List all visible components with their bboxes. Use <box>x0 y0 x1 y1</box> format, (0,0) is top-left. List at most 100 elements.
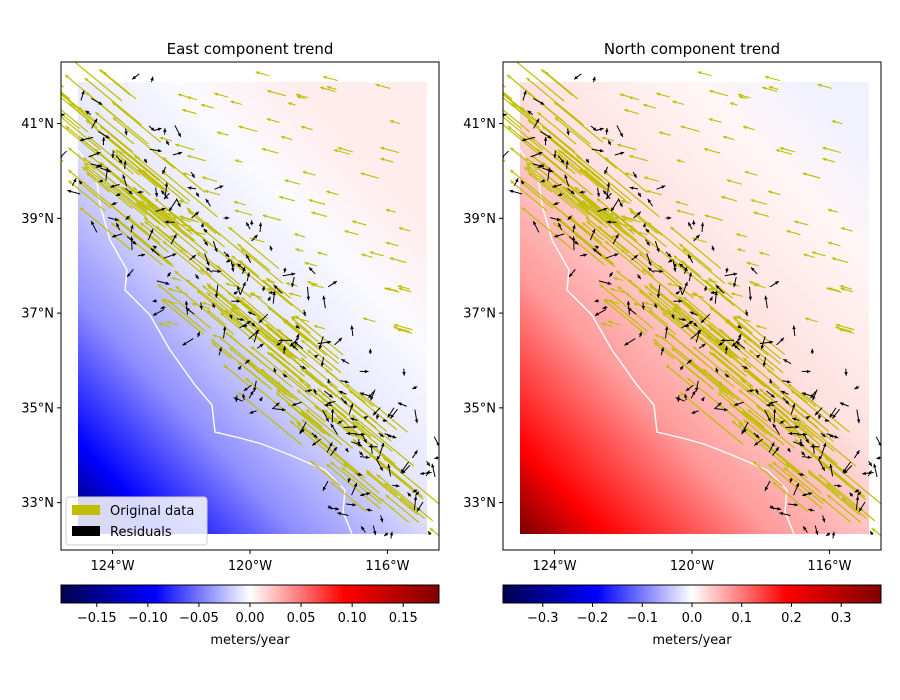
residual-arrow <box>115 155 123 164</box>
residual-arrow <box>532 220 540 233</box>
original-data-arrow <box>137 204 166 229</box>
residual-arrow <box>553 201 560 206</box>
residual-arrow <box>759 340 774 345</box>
residual-arrow <box>230 260 235 272</box>
y-tick-label: 37°N <box>463 307 496 322</box>
original-data-arrow <box>722 135 735 141</box>
residual-arrow <box>686 359 692 365</box>
original-data-arrow <box>313 324 325 330</box>
residual-arrow <box>792 417 800 421</box>
residual-arrow <box>764 480 771 492</box>
original-data-arrow <box>308 199 326 205</box>
map-area <box>493 62 898 539</box>
original-data-arrow <box>666 331 709 367</box>
original-data-arrow <box>186 207 221 236</box>
original-data-arrow <box>341 466 383 502</box>
residual-arrow <box>196 331 201 338</box>
original-data-arrow <box>729 402 768 435</box>
original-data-arrow <box>375 83 391 90</box>
original-data-arrow <box>824 457 881 505</box>
original-data-arrow <box>269 352 312 388</box>
original-data-arrow <box>67 147 96 171</box>
residual-arrow <box>111 201 118 206</box>
residual-arrow <box>347 477 351 483</box>
residual-arrow <box>154 187 159 197</box>
original-data-arrow <box>627 228 648 236</box>
original-data-arrow <box>84 77 142 126</box>
residual-arrow <box>895 492 898 500</box>
original-data-arrow <box>642 103 656 109</box>
original-data-arrow <box>648 292 682 321</box>
residual-arrow <box>676 395 681 402</box>
original-data-arrow <box>166 212 178 217</box>
original-data-arrow <box>503 116 544 151</box>
original-data-arrow <box>61 112 80 130</box>
residual-arrow <box>782 379 791 384</box>
residual-arrow <box>862 471 874 476</box>
residual-arrow <box>214 185 224 190</box>
residual-arrow <box>889 529 896 539</box>
residual-arrow <box>123 160 127 169</box>
original-data-arrow <box>729 102 738 106</box>
residual-arrow <box>629 186 639 190</box>
original-data-arrow <box>803 253 815 258</box>
residual-arrow <box>573 73 582 80</box>
original-data-arrow <box>835 326 852 332</box>
residual-arrow <box>150 247 160 256</box>
original-data-arrow <box>61 116 102 151</box>
residual-arrow <box>780 390 789 395</box>
residual-arrow <box>258 396 263 402</box>
original-data-arrow <box>527 172 553 193</box>
original-data-arrow <box>235 295 257 313</box>
original-data-arrow <box>187 210 217 235</box>
residual-arrow <box>233 291 239 295</box>
original-data-arrow <box>296 95 306 100</box>
original-data-arrow <box>526 77 584 126</box>
original-data-arrow <box>268 326 308 359</box>
residual-arrow <box>829 463 834 477</box>
original-data-arrow <box>742 339 784 374</box>
original-data-arrow <box>807 469 840 497</box>
original-data-arrow <box>310 283 324 289</box>
residual-arrow <box>709 296 713 301</box>
residual-arrow <box>324 390 334 398</box>
residual-arrow <box>160 305 166 310</box>
x-tick-label: 120°W <box>670 559 714 574</box>
residual-arrow <box>184 300 189 315</box>
residual-arrow <box>692 220 696 226</box>
residual-arrow <box>825 532 831 537</box>
original-data-arrow <box>223 364 250 387</box>
original-data-arrow <box>172 216 191 223</box>
residual-arrow <box>858 501 866 512</box>
residual-arrow <box>875 436 881 447</box>
original-data-arrow <box>111 149 158 188</box>
residual-arrow <box>126 269 134 278</box>
original-data-arrow <box>171 277 182 282</box>
original-data-arrow <box>321 397 379 446</box>
original-data-arrow <box>613 228 665 272</box>
residual-arrow <box>493 158 496 164</box>
original-data-arrow <box>248 293 263 299</box>
original-data-arrow <box>759 388 793 417</box>
residual-arrow <box>294 333 300 342</box>
residual-arrow <box>687 222 693 230</box>
original-data-arrow <box>708 279 718 283</box>
original-data-arrow <box>768 85 779 90</box>
residual-arrow <box>808 508 815 512</box>
original-data-arrow <box>560 179 603 214</box>
original-data-arrow <box>604 240 647 276</box>
residual-arrow <box>203 228 208 233</box>
original-data-arrow <box>217 307 241 327</box>
residual-arrow <box>768 442 775 453</box>
original-data-arrow <box>680 125 700 133</box>
original-data-arrow <box>393 326 410 332</box>
residual-arrow <box>645 239 651 246</box>
original-data-arrow <box>238 260 260 278</box>
residual-arrow <box>890 524 893 535</box>
legend-box <box>65 496 208 546</box>
residual-arrow <box>415 491 420 496</box>
residual-arrow <box>665 216 672 220</box>
original-data-arrow <box>202 285 240 317</box>
residual-arrow <box>375 413 380 420</box>
original-data-arrow <box>736 248 746 252</box>
